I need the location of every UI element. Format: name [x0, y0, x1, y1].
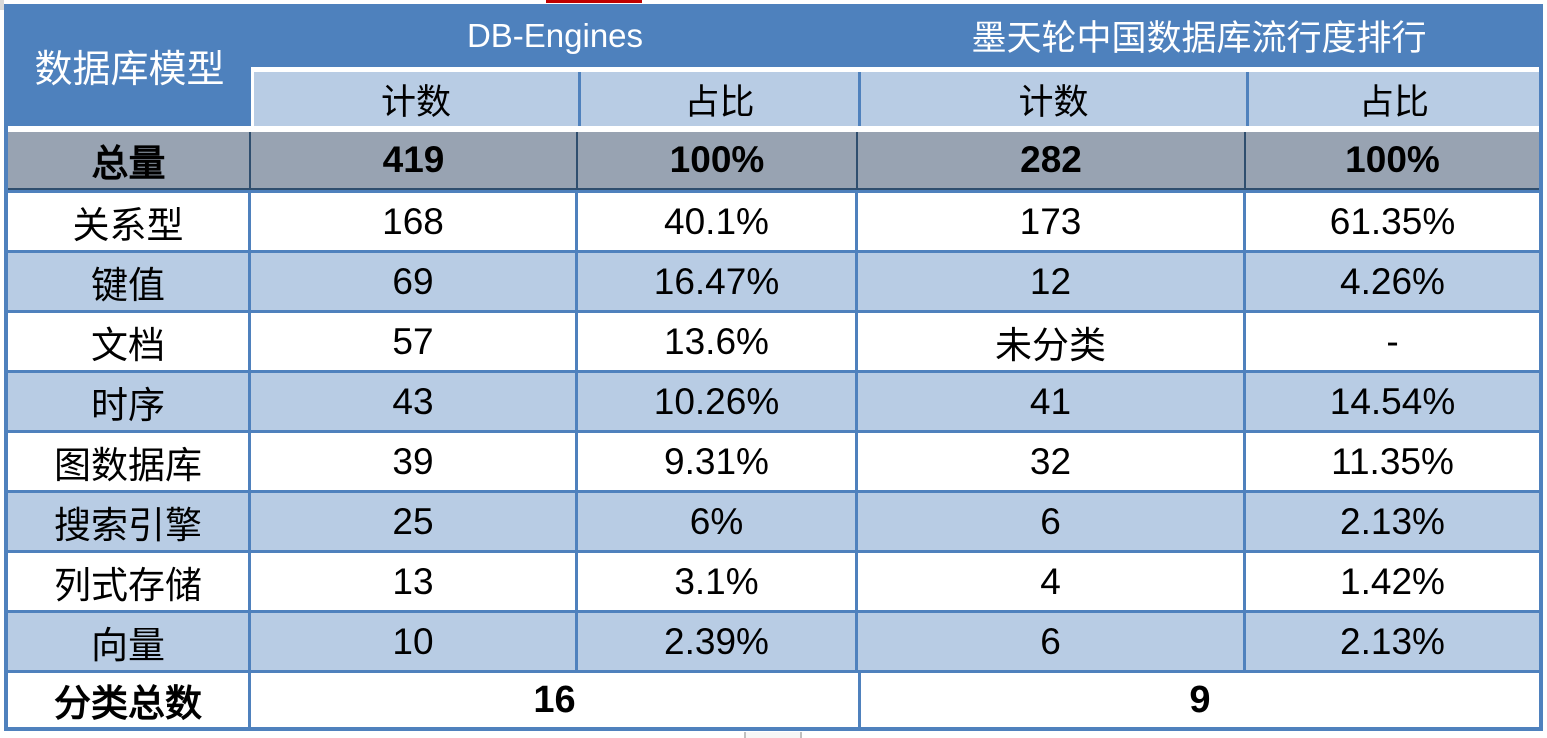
cell-dbengines-count: 168 [251, 193, 578, 250]
cell-dbengines-share: 100% [578, 132, 858, 188]
cell-modb-count: 6 [858, 613, 1246, 670]
cell-model-label: 文档 [8, 313, 251, 370]
cell-modb-count: 282 [858, 132, 1246, 188]
cell-modb-count: 41 [858, 373, 1246, 430]
subheader-modb-count: 计数 [858, 72, 1246, 126]
cell-modb-count: 6 [858, 493, 1246, 550]
cell-dbengines-category-total: 16 [251, 673, 861, 727]
database-model-comparison-table: 数据库模型 DB-Engines 墨天轮中国数据库流行度排行 计数 占比 计数 … [4, 4, 1543, 731]
subheader-modb-share: 占比 [1246, 72, 1539, 126]
corner-artifact [0, 0, 4, 10]
table-row-document: 文档 57 13.6% 未分类 - [8, 310, 1539, 370]
cell-model-label: 向量 [8, 613, 251, 670]
cell-dbengines-share: 2.39% [578, 613, 858, 670]
cell-dbengines-share: 3.1% [578, 553, 858, 610]
cell-dbengines-count: 69 [251, 253, 578, 310]
cell-modb-share: 2.13% [1340, 620, 1445, 662]
cell-modb-share: 4.26% [1340, 260, 1445, 302]
cell-modb-share: 11.35% [1331, 440, 1454, 482]
red-underline-artifact [546, 0, 642, 3]
cell-dbengines-share: 10.26% [578, 373, 858, 430]
cell-dbengines-share: 16.47% [578, 253, 858, 310]
table-row-wide-column: 列式存储 13 3.1% 4 1.42% [8, 550, 1539, 610]
cell-dbengines-count: 419 [251, 132, 578, 188]
cell-modb-count: 12 [858, 253, 1246, 310]
group-header-modb-ranking: 墨天轮中国数据库流行度排行 [971, 19, 1427, 59]
subheader-dbengines-count: 计数 [251, 72, 578, 126]
cell-model-label: 总量 [8, 132, 251, 188]
cell-modb-share: - [1386, 320, 1399, 362]
cell-dbengines-share: 6% [578, 493, 858, 550]
cell-modb-count: 4 [858, 553, 1246, 610]
cell-dbengines-share: 40.1% [578, 193, 858, 250]
cell-modb-share: 14.54% [1329, 380, 1456, 422]
cell-modb-count: 173 [858, 193, 1246, 250]
cell-modb-share: 2.13% [1340, 500, 1445, 542]
group-header-db-engines: DB-Engines [466, 16, 644, 54]
cell-modb-share: 1.42% [1340, 560, 1445, 602]
group-header-row: DB-Engines 墨天轮中国数据库流行度排行 [251, 4, 1539, 67]
cell-modb-count: 未分类 [858, 313, 1246, 370]
table-row-key-value: 键值 69 16.47% 12 4.26% [8, 250, 1539, 310]
cell-model-label: 列式存储 [8, 553, 251, 610]
table-row-relational: 关系型 168 40.1% 173 61.35% [8, 190, 1539, 250]
table-header: 数据库模型 DB-Engines 墨天轮中国数据库流行度排行 计数 占比 计数 … [8, 4, 1539, 126]
scrollbar-artifact [744, 732, 802, 738]
table-row-time-series: 时序 43 10.26% 41 14.54% [8, 370, 1539, 430]
cell-model-label: 关系型 [8, 193, 251, 250]
cell-dbengines-count: 39 [251, 433, 578, 490]
cell-dbengines-count: 10 [251, 613, 578, 670]
cell-model-label: 键值 [8, 253, 251, 310]
cell-dbengines-count: 57 [251, 313, 578, 370]
subheader-dbengines-share: 占比 [578, 72, 858, 126]
cell-modb-share: 100% [1345, 139, 1440, 180]
cell-dbengines-count: 13 [251, 553, 578, 610]
cell-dbengines-count: 25 [251, 493, 578, 550]
cell-model-label: 分类总数 [8, 673, 251, 727]
table-row-total: 总量 419 100% 282 100% [8, 132, 1539, 190]
cell-model-label: 搜索引擎 [8, 493, 251, 550]
subheader-row: 计数 占比 计数 占比 [251, 72, 1539, 126]
table-row-vector: 向量 10 2.39% 6 2.13% [8, 610, 1539, 670]
header-body-gap [8, 126, 1539, 132]
cell-model-label: 时序 [8, 373, 251, 430]
cell-model-label: 图数据库 [8, 433, 251, 490]
cell-dbengines-share: 9.31% [578, 433, 858, 490]
table-row-category-count: 分类总数 16 9 [8, 670, 1539, 727]
table-row-graph: 图数据库 39 9.31% 32 11.35% [8, 430, 1539, 490]
cell-dbengines-count: 43 [251, 373, 578, 430]
cell-modb-share: 61.35% [1329, 200, 1456, 242]
table-row-search-engine: 搜索引擎 25 6% 6 2.13% [8, 490, 1539, 550]
cell-modb-category-total: 9 [1189, 678, 1211, 721]
corner-header-cell: 数据库模型 [8, 4, 251, 126]
cell-modb-count: 32 [858, 433, 1246, 490]
cell-dbengines-share: 13.6% [578, 313, 858, 370]
